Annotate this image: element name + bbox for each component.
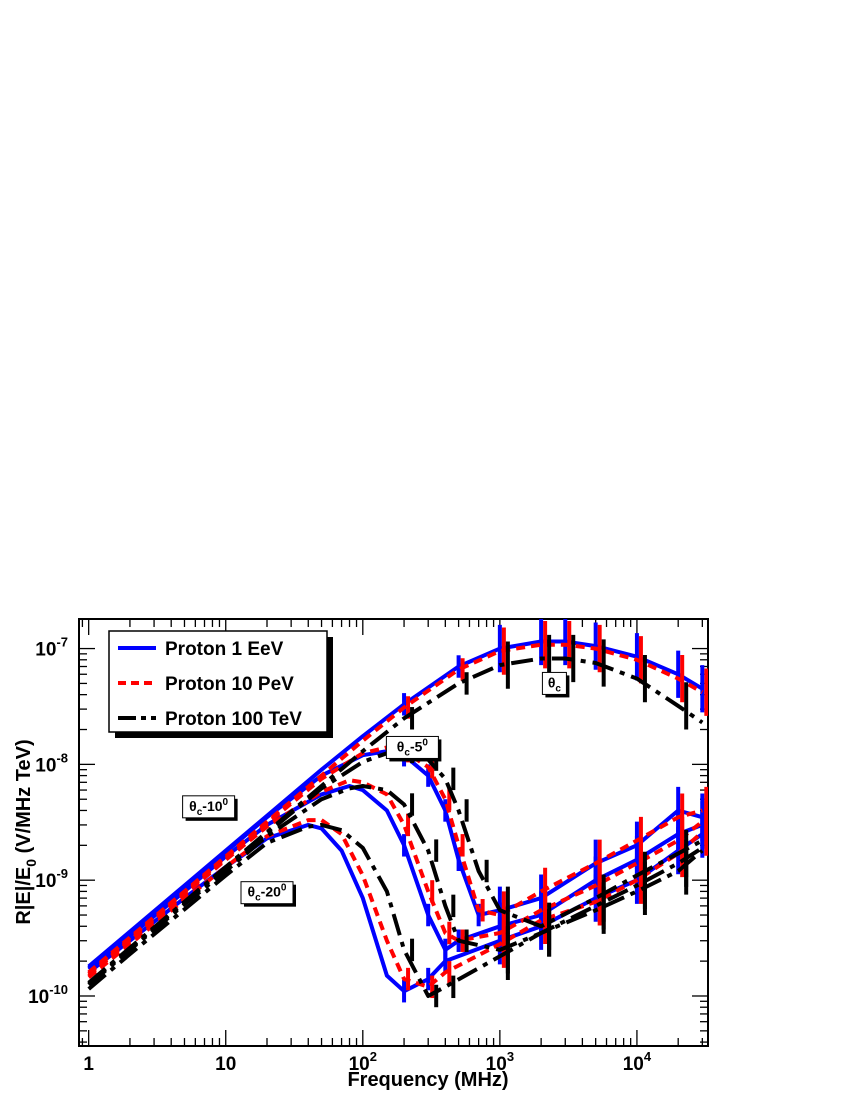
error-bars: [410, 740, 689, 950]
x-tick-label: 102: [349, 1049, 377, 1075]
series-curve: [87, 818, 704, 989]
series-2: [87, 621, 708, 999]
series-curve: [87, 778, 704, 978]
y-axis-title: R|E|/E0 (V/MHz TeV): [13, 739, 39, 924]
x-axis-title: Frequency (MHz): [347, 1069, 508, 1091]
x-tick-label: 104: [623, 1049, 652, 1075]
x-tick-label: 1: [83, 1054, 94, 1075]
annotation-label: θc: [548, 674, 562, 694]
series-curve: [87, 749, 703, 970]
legend: Proton 1 EeV Proton 10 PeV Proton 100 TeV: [108, 630, 333, 738]
legend-label: Proton 10 PeV: [165, 674, 294, 695]
y-tick-label: 10-8: [35, 750, 68, 776]
angle-annotation: θc-50: [385, 735, 442, 762]
y-tick-label: 10-10: [28, 982, 68, 1008]
x-tick-label: 10: [215, 1054, 236, 1075]
y-tick-labels: 10-10 10-9 10-8 10-7: [28, 635, 68, 1008]
series-curve: [87, 822, 704, 998]
series-curve: [87, 784, 704, 987]
y-tick-label: 10-9: [35, 866, 68, 892]
series-curve: [87, 750, 704, 986]
error-bars: [410, 847, 689, 1008]
series-curve: [87, 822, 704, 994]
y-axis-title-sub: 0: [23, 859, 39, 867]
y-tick-label: 10-7: [35, 635, 68, 661]
annotation-box: [182, 795, 236, 819]
legend-label: Proton 100 TeV: [165, 709, 302, 730]
y-axis-title-main: R|E|/E: [13, 867, 35, 925]
angle-annotation: θc-100: [182, 795, 238, 821]
angle-annotation: θc: [541, 671, 570, 698]
annotation-label: θc-200: [248, 883, 287, 904]
series-curve: [87, 745, 703, 976]
annotation-label: θc-50: [397, 737, 429, 758]
annotation-label: θc-100: [189, 797, 228, 818]
angle-annotation: θc-200: [240, 881, 296, 907]
error-bars: [406, 808, 708, 999]
annotation-box: [385, 735, 439, 759]
series-curve: [87, 784, 704, 971]
plot-area: [87, 619, 708, 1008]
annotation-box: [240, 881, 294, 905]
x-tick-labels: 1 10 102 103 104: [83, 1049, 651, 1075]
x-tick-label: 103: [486, 1049, 514, 1075]
annotations: θc θc-50 θc-100 θc-200: [182, 671, 570, 907]
y-axis-title-unit: (V/MHz TeV): [13, 739, 35, 859]
legend-label: Proton 1 EeV: [165, 639, 284, 660]
annotation-box: [541, 671, 567, 695]
